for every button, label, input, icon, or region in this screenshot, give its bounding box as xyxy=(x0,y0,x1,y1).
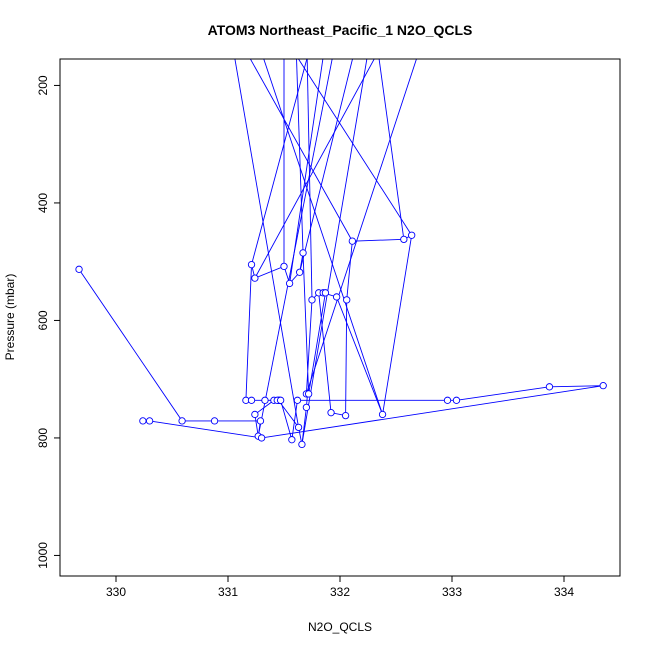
x-tick-label: 334 xyxy=(554,585,574,599)
data-point xyxy=(178,417,186,425)
x-tick-label: 331 xyxy=(218,585,238,599)
y-tick-label: 800 xyxy=(36,428,50,448)
data-point xyxy=(304,390,313,398)
data-point xyxy=(599,381,607,390)
data-point xyxy=(247,260,256,269)
plot-frame xyxy=(59,58,621,577)
data-point xyxy=(276,396,285,404)
data-point xyxy=(75,265,83,273)
data-point xyxy=(408,231,416,239)
data-point xyxy=(296,268,304,276)
data-point xyxy=(247,396,256,404)
y-tick-label: 200 xyxy=(36,75,50,95)
series-segment xyxy=(234,59,300,428)
x-axis-label: N2O_QCLS xyxy=(308,620,372,634)
data-point xyxy=(145,417,154,425)
data-point xyxy=(302,403,311,412)
data-point xyxy=(139,417,147,425)
series-segment xyxy=(289,59,324,284)
data-point xyxy=(294,423,303,432)
data-point xyxy=(298,440,306,449)
x-tick-label: 333 xyxy=(442,585,462,599)
y-axis-label: Pressure (mbar) xyxy=(3,274,17,361)
series-segment xyxy=(249,59,353,242)
data-point xyxy=(210,417,219,425)
data-point xyxy=(256,417,265,425)
series-segment xyxy=(263,59,383,415)
y-axis: 200 400 600 800 1000 xyxy=(36,75,60,569)
series-segment xyxy=(305,59,417,395)
data-point xyxy=(321,289,330,297)
series-segment xyxy=(297,59,413,236)
data-point xyxy=(261,396,269,404)
y-tick-label: 600 xyxy=(36,310,50,330)
series-segment xyxy=(301,59,368,445)
data-point xyxy=(251,410,259,419)
data-point xyxy=(280,262,288,271)
data-point xyxy=(341,411,350,420)
data-point xyxy=(378,410,387,419)
chart-title: ATOM3 Northeast_Pacific_1 N2O_QCLS xyxy=(208,22,473,38)
data-point xyxy=(452,396,461,404)
data-point xyxy=(400,235,408,244)
data-point xyxy=(332,293,341,301)
y-tick-label: 400 xyxy=(36,193,50,213)
data-lines xyxy=(78,59,604,445)
x-axis: 330 331 332 333 334 xyxy=(106,576,574,599)
series-segment xyxy=(257,59,333,437)
y-tick-label: 1000 xyxy=(36,542,50,569)
data-point xyxy=(443,396,452,404)
data-point xyxy=(327,409,335,417)
data-point xyxy=(288,436,296,444)
data-point xyxy=(348,237,356,245)
data-point xyxy=(285,279,294,288)
series-segment xyxy=(306,59,313,300)
data-point xyxy=(293,396,302,404)
data-point xyxy=(308,296,316,304)
x-tick-label: 330 xyxy=(106,585,126,599)
series-line xyxy=(78,234,604,445)
data-point xyxy=(251,274,259,282)
data-points xyxy=(75,231,607,449)
data-point xyxy=(343,296,351,304)
data-point xyxy=(257,434,266,442)
x-tick-label: 332 xyxy=(330,585,350,599)
data-point xyxy=(545,383,554,391)
series-segment xyxy=(254,59,375,279)
data-point xyxy=(299,249,307,257)
series-segment xyxy=(299,59,353,273)
series-segment xyxy=(378,59,405,240)
series-segment xyxy=(251,59,308,265)
